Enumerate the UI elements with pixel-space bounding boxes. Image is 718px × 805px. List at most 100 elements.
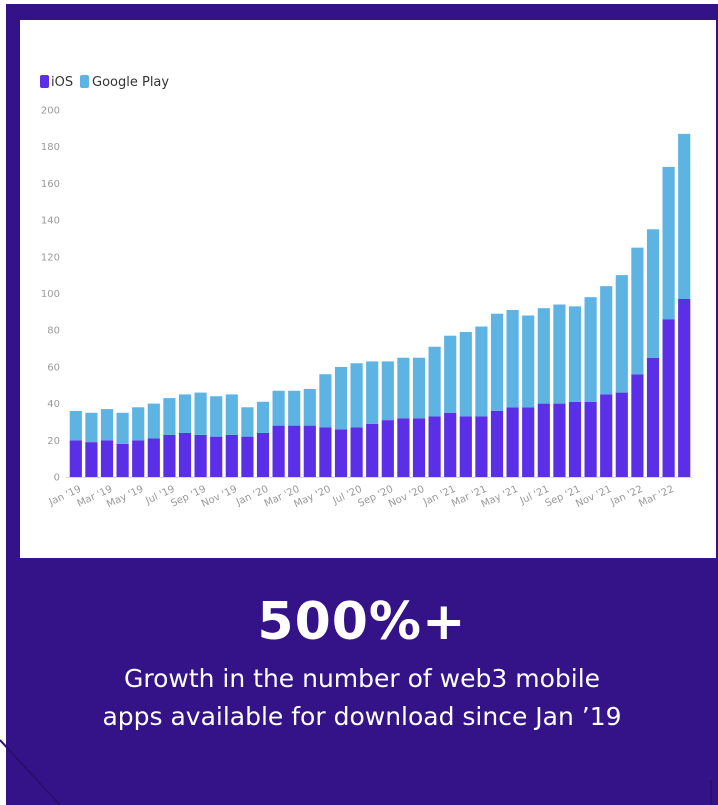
bar-google-play-22 xyxy=(412,357,426,419)
bar-google-play-20 xyxy=(381,361,394,421)
bar-google-play-30 xyxy=(537,308,550,404)
bar-google-play-9 xyxy=(210,396,223,437)
chart-panel: iOS Google Play 0 20 40 60 80 100 120 140 160 180… xyxy=(20,20,716,558)
bar-ios-37 xyxy=(646,357,660,477)
bar-google-play-35 xyxy=(615,275,628,393)
y-tick-label: 0 xyxy=(54,473,60,484)
bar-ios-34 xyxy=(600,394,613,477)
bar-ios-35 xyxy=(615,392,628,477)
bar-ios-8 xyxy=(194,434,207,477)
bar-google-play-4 xyxy=(132,407,145,441)
bar-google-play-6 xyxy=(163,398,176,435)
bar-ios-39 xyxy=(678,299,691,477)
bar-ios-19 xyxy=(366,423,379,477)
y-tick-label: 180 xyxy=(41,142,60,153)
bar-google-play-29 xyxy=(522,315,535,408)
bar-google-play-13 xyxy=(272,390,285,426)
bar-ios-22 xyxy=(412,418,426,477)
bar-google-play-10 xyxy=(225,394,238,435)
bar-google-play-14 xyxy=(288,390,301,426)
x-tick-label: Nov '19 xyxy=(200,484,239,510)
corner-decoration xyxy=(0,739,61,805)
bar-google-play-2 xyxy=(100,409,114,441)
bar-google-play-16 xyxy=(319,374,332,428)
bar-google-play-0 xyxy=(69,410,82,441)
bar-ios-15 xyxy=(303,425,316,477)
bar-ios-26 xyxy=(475,416,488,477)
bar-ios-23 xyxy=(428,416,441,477)
bar-ios-3 xyxy=(116,443,129,477)
bar-ios-25 xyxy=(459,416,472,477)
bar-ios-9 xyxy=(210,436,223,477)
edge-decoration xyxy=(710,780,712,805)
bar-google-play-33 xyxy=(584,297,597,402)
bar-google-play-24 xyxy=(444,335,457,413)
y-tick-label: 120 xyxy=(41,252,60,263)
bar-google-play-18 xyxy=(350,363,363,428)
growth-headline: 500%+ xyxy=(257,592,467,652)
y-tick-label: 60 xyxy=(47,362,60,373)
bar-ios-29 xyxy=(522,407,535,477)
bar-google-play-8 xyxy=(194,392,207,435)
chart-legend: iOS Google Play xyxy=(40,75,169,90)
y-tick-label: 160 xyxy=(41,179,60,190)
bar-ios-27 xyxy=(490,410,504,477)
y-axis: 0 20 40 60 80 100 120 140 160 180 200 xyxy=(41,106,692,484)
bar-ios-5 xyxy=(147,438,160,477)
growth-caption: Growth in the number of web3 mobile apps… xyxy=(6,660,718,736)
bar-ios-20 xyxy=(381,420,394,477)
bar-google-play-21 xyxy=(397,357,410,419)
bar-ios-7 xyxy=(178,432,192,477)
bar-ios-18 xyxy=(350,427,363,477)
legend-swatch-google-play xyxy=(80,75,89,88)
y-tick-label: 80 xyxy=(47,326,60,337)
bar-ios-0 xyxy=(69,440,82,477)
bar-ios-14 xyxy=(288,425,301,477)
bar-ios-2 xyxy=(100,440,114,477)
y-tick-label: 200 xyxy=(41,106,60,117)
y-tick-label: 20 xyxy=(47,436,60,447)
x-tick-label: Nov '20 xyxy=(387,484,426,510)
bar-ios-17 xyxy=(334,429,348,477)
bar-google-play-26 xyxy=(475,326,488,417)
x-tick-label: Mar '22 xyxy=(637,484,676,510)
bar-ios-32 xyxy=(568,401,582,477)
legend-label-google-play: Google Play xyxy=(92,75,169,90)
legend-swatch-ios xyxy=(40,75,49,88)
bar-google-play-36 xyxy=(631,247,644,375)
bars xyxy=(69,133,691,477)
y-tick-label: 100 xyxy=(41,289,60,300)
bar-ios-21 xyxy=(397,418,410,477)
legend-label-ios: iOS xyxy=(51,75,73,90)
bar-google-play-15 xyxy=(303,388,316,426)
bar-google-play-12 xyxy=(256,401,270,433)
stacked-bar-chart: iOS Google Play 0 20 40 60 80 100 120 140 160 180… xyxy=(40,75,692,511)
bar-google-play-11 xyxy=(241,407,254,437)
y-tick-label: 140 xyxy=(41,216,60,227)
bar-google-play-23 xyxy=(428,346,441,417)
bar-ios-30 xyxy=(537,403,550,477)
bar-google-play-28 xyxy=(506,310,519,408)
bar-google-play-3 xyxy=(116,412,129,444)
bar-google-play-39 xyxy=(678,133,691,299)
bar-google-play-7 xyxy=(178,394,192,433)
caption-line-2: apps available for download since Jan ’1… xyxy=(102,702,622,731)
bar-ios-4 xyxy=(132,440,145,477)
bar-google-play-5 xyxy=(147,403,160,439)
bar-ios-6 xyxy=(163,434,176,477)
bar-google-play-34 xyxy=(600,286,613,395)
bar-ios-1 xyxy=(85,442,98,477)
bar-google-play-32 xyxy=(568,306,582,402)
bar-google-play-1 xyxy=(85,412,98,443)
bar-ios-11 xyxy=(241,436,254,477)
bar-google-play-25 xyxy=(459,332,472,417)
bar-google-play-38 xyxy=(662,166,675,320)
bar-ios-24 xyxy=(444,412,457,477)
bar-ios-36 xyxy=(631,374,644,477)
bar-google-play-19 xyxy=(366,361,379,424)
bar-google-play-37 xyxy=(646,229,660,358)
bar-ios-28 xyxy=(506,407,519,477)
bar-ios-33 xyxy=(584,401,597,477)
bar-ios-10 xyxy=(225,434,238,477)
